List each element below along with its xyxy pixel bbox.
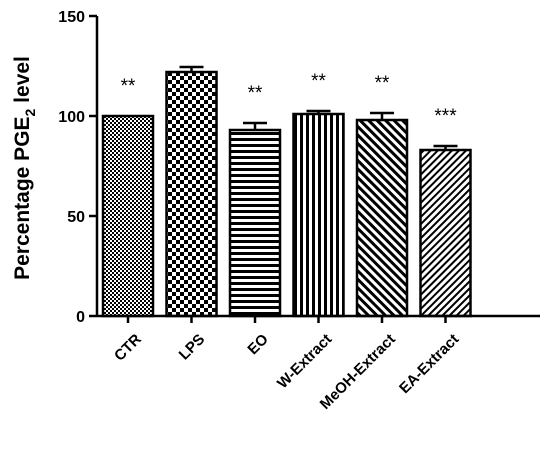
significance-marker: **: [375, 73, 390, 94]
y-ticks-layer: 0 50 100 150: [58, 9, 97, 326]
significance-layer: ** **** *****: [121, 71, 458, 127]
bar-eo: [228, 128, 282, 318]
bar-w-extract: [292, 112, 345, 318]
y-tick-label: 50: [67, 209, 85, 226]
error-bar-ea-extract: [433, 144, 458, 150]
y-axis-label: Percentage PGE2 level: [11, 56, 38, 280]
x-tick-label: EA-Extract: [396, 331, 462, 397]
significance-marker: ***: [434, 106, 457, 127]
x-tick-label: EO: [244, 331, 272, 359]
x-tick-label: W-Extract: [274, 331, 335, 392]
x-tick-label: CTR: [111, 331, 145, 365]
error-bar-eo: [243, 121, 267, 130]
significance-marker: **: [311, 71, 326, 92]
bar-ctr: [101, 114, 155, 318]
error-bar-lps: [179, 65, 204, 72]
error-bar-w-extract: [306, 109, 331, 114]
error-bars-layer: [179, 65, 458, 150]
y-tick-label: 100: [58, 109, 85, 126]
significance-marker: **: [121, 76, 136, 97]
bar-lps: [165, 70, 218, 318]
bar-meoh-extract: [355, 118, 409, 318]
bars-layer: [101, 70, 472, 318]
error-bar-meoh-extract: [370, 111, 394, 120]
y-tick-label: 150: [58, 9, 85, 26]
significance-marker: **: [248, 83, 263, 104]
bar-ea-extract: [419, 148, 472, 318]
x-tick-label: LPS: [176, 331, 209, 364]
y-tick-label: 0: [76, 309, 85, 326]
